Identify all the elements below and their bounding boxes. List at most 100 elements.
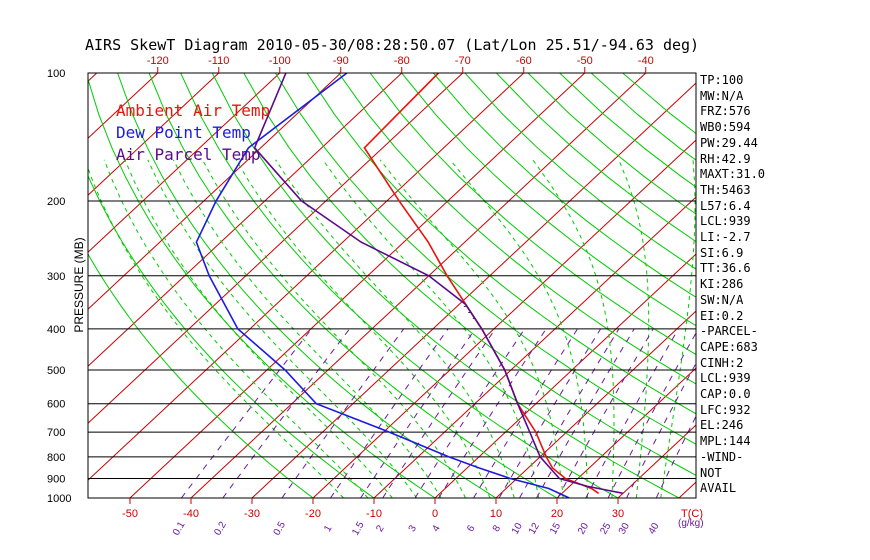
index-value: TT:36.6	[700, 261, 751, 276]
dry-adiabat	[180, 73, 619, 498]
top-temp-label: -40	[638, 55, 654, 67]
dry-adiabat	[211, 73, 680, 498]
isotherm-line	[129, 73, 586, 498]
pressure-tick-label: 700	[47, 427, 65, 439]
mixing-ratio-label: 0.2	[212, 520, 229, 538]
mixing-ratio-label: 1.5	[350, 520, 367, 538]
top-temp-label: -50	[577, 55, 593, 67]
dry-adiabat	[88, 252, 314, 498]
index-value: KI:286	[700, 277, 744, 292]
moist-adiabat	[172, 159, 442, 498]
index-value: SW:N/A	[700, 292, 744, 307]
index-value: CAP:0.0	[700, 387, 751, 401]
mixing-ratio-line	[414, 328, 526, 498]
isotherm-line	[88, 73, 281, 253]
top-temp-label: -60	[516, 55, 532, 67]
mixing-ratio-label: 15	[548, 521, 563, 537]
dry-adiabat	[274, 73, 696, 445]
index-value: PW:29.44	[700, 135, 758, 150]
bottom-temp-label: 0	[432, 508, 438, 520]
index-value: WB0:594	[700, 120, 751, 135]
index-value: TP:100	[700, 73, 744, 87]
dry-adiabat	[243, 73, 696, 476]
mixing-ratio-label: 20	[576, 521, 591, 537]
legend-parcel: Air Parcel Temp	[116, 145, 261, 164]
moist-adiabat	[532, 159, 615, 498]
isotherm-line	[88, 73, 220, 196]
index-value: MW:N/A	[700, 88, 744, 103]
isotherm-line	[88, 73, 525, 481]
bottom-temp-label: -40	[183, 508, 199, 520]
legend-dewpoint: Dew Point Temp	[116, 123, 251, 142]
index-value: LCL:939	[700, 214, 751, 229]
series-line-dewpoint	[195, 73, 570, 498]
index-value: MAXT:31.0	[700, 167, 766, 182]
y-axis-title: PRESSURE (MB)	[72, 237, 86, 332]
pressure-tick-label: 500	[47, 365, 65, 377]
index-value: RH:42.9	[700, 151, 751, 166]
mixing-ratio-label: 12	[527, 521, 542, 537]
mixing-ratio-line	[382, 328, 496, 498]
top-temp-label: -80	[394, 55, 410, 67]
moist-adiabat	[618, 159, 650, 498]
index-value: LCL:939	[700, 371, 751, 386]
moist-adiabat	[449, 159, 588, 498]
mixing-ratio-label: 25	[598, 521, 613, 537]
isotherm-line	[434, 253, 696, 498]
mixing-ratio-label: 30	[617, 521, 632, 537]
mixing-ratio-line	[607, 331, 696, 498]
isotherm-line	[617, 424, 696, 498]
index-value: FRZ:576	[700, 104, 751, 119]
isotherm-line	[88, 73, 403, 367]
dry-adiabat	[88, 77, 436, 498]
top-temp-label: -110	[208, 55, 229, 67]
dry-adiabat	[527, 73, 696, 215]
mixing-ratio-unit: (g/kg)	[678, 518, 704, 529]
bottom-temp-label: -10	[366, 508, 382, 520]
index-value: MPL:144	[700, 434, 751, 449]
isotherm-line	[0, 73, 36, 498]
dry-adiabat	[401, 73, 696, 327]
mixing-ratio-label: 0.5	[272, 520, 289, 538]
index-value: LFC:932	[700, 402, 751, 417]
isotherm-line	[495, 310, 696, 498]
mixing-ratio-label: 1	[322, 523, 335, 534]
dry-adiabat	[369, 73, 696, 356]
index-value: CINH:2	[700, 355, 744, 370]
pressure-tick-label: 900	[47, 474, 65, 486]
bottom-temp-label: -30	[244, 508, 260, 520]
mixing-ratio-label: 40	[647, 521, 662, 537]
moist-adiabat	[124, 159, 393, 498]
isotherm-line	[373, 196, 696, 498]
bottom-temp-label: -20	[305, 508, 321, 520]
isotherm-line	[251, 82, 696, 498]
isotherm-line	[88, 73, 464, 424]
mixing-ratio-label: 3	[407, 523, 420, 534]
top-temp-label: -120	[147, 55, 169, 67]
mixing-ratio-label: 8	[491, 523, 504, 534]
index-value: CAPE:683	[700, 339, 758, 354]
mixing-ratio-label: 4	[430, 523, 443, 534]
index-value: SI:6.9	[700, 245, 744, 260]
top-temp-label: -70	[455, 55, 471, 67]
mixing-ratio-label: 2	[374, 523, 387, 534]
x-axis-title: T(C)	[681, 508, 703, 520]
series-line-parcel	[253, 73, 624, 495]
dry-adiabat	[148, 73, 558, 498]
pressure-tick-label: 800	[47, 452, 65, 464]
mixing-ratio-line	[360, 328, 476, 498]
mixing-ratio-label: 10	[510, 521, 525, 537]
index-value: AVAIL	[700, 481, 737, 496]
index-value: TH:5463	[700, 182, 751, 197]
pressure-tick-label: 300	[47, 271, 65, 283]
index-value: EL:246	[700, 418, 744, 433]
dry-adiabat	[464, 73, 696, 270]
pressure-tick-label: 200	[47, 196, 65, 208]
pressure-tick-label: 600	[47, 399, 65, 411]
index-value: -PARCEL-	[700, 324, 758, 339]
dry-adiabat	[88, 174, 375, 498]
mixing-ratio-label: 0.1	[171, 520, 188, 538]
mixing-ratio-label: 6	[465, 523, 478, 534]
pressure-tick-label: 100	[47, 68, 65, 80]
